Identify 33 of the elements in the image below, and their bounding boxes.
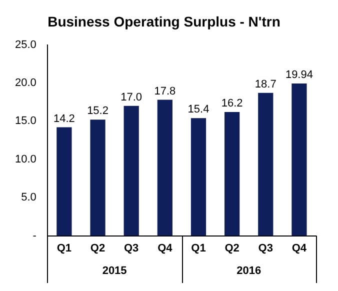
x-tick-label: Q3 xyxy=(258,242,273,254)
x-tick-label: Q1 xyxy=(191,242,206,254)
bar xyxy=(292,83,307,236)
bar xyxy=(190,118,206,236)
x-tick-label: Q2 xyxy=(224,242,240,254)
data-label: 17.8 xyxy=(154,85,176,98)
x-tick-label: Q4 xyxy=(292,242,308,254)
data-label: 15.4 xyxy=(188,104,210,116)
bar xyxy=(90,120,106,236)
data-label: 15.2 xyxy=(87,105,108,118)
y-tick-label: 20.0 xyxy=(14,77,36,90)
y-tick-label: 15.0 xyxy=(14,115,36,128)
data-label: 16.2 xyxy=(221,98,243,110)
x-tick-label: Q1 xyxy=(56,242,72,254)
text: 2015 xyxy=(102,265,127,278)
data-label: 19.94 xyxy=(285,68,313,81)
x-tick-label: Q3 xyxy=(124,242,139,254)
bar xyxy=(124,106,139,236)
y-tick-label: 25.0 xyxy=(14,38,36,51)
data-label: 17.0 xyxy=(120,91,142,104)
y-tick-label: - xyxy=(32,230,37,242)
text: 2016 xyxy=(236,265,262,278)
bar xyxy=(224,112,240,236)
y-tick-label: 10.0 xyxy=(14,153,36,166)
bar xyxy=(157,100,172,236)
data-label: 18.7 xyxy=(254,78,276,90)
bar xyxy=(258,92,274,236)
x-tick-label: Q2 xyxy=(90,242,106,254)
x-tick-label: Q4 xyxy=(158,242,174,254)
chart-title: Business Operating Surplus - N'trn xyxy=(48,13,280,30)
y-tick-label: 5.0 xyxy=(21,192,36,204)
bar xyxy=(56,127,72,236)
data-label: 14.2 xyxy=(53,112,75,125)
